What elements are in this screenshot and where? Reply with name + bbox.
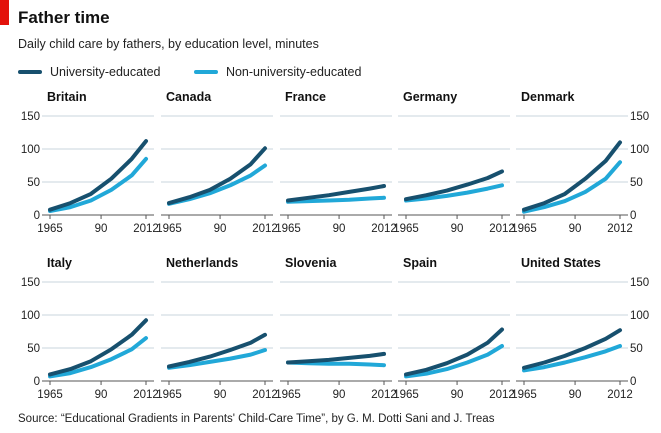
x-tick-label-france-1: 90	[333, 223, 346, 235]
series-line-university-netherlands	[167, 332, 267, 369]
x-tick-label-denmark-0: 1965	[511, 223, 537, 235]
x-tick-label-netherlands-1: 90	[214, 389, 227, 401]
x-tick-label-italy-0: 1965	[37, 389, 63, 401]
series-line-non-university-italy	[48, 336, 148, 379]
x-tick-label-netherlands-0: 1965	[156, 389, 182, 401]
x-tick-label-united-states-0: 1965	[511, 389, 537, 401]
y-tick-label-united-states-50: 50	[630, 343, 643, 355]
x-tick-label-united-states-1: 90	[569, 389, 582, 401]
x-tick-label-spain-2: 2012	[489, 389, 515, 401]
series-line-non-university-spain	[404, 344, 504, 379]
y-tick-label-united-states-150: 150	[630, 277, 649, 289]
x-tick-label-slovenia-0: 1965	[275, 389, 301, 401]
y-tick-label-britain-100: 100	[21, 144, 40, 156]
panel-title-netherlands: Netherlands	[166, 256, 238, 270]
series-line-university-britain	[48, 139, 148, 212]
legend-item-non-university: Non-university-educated	[193, 65, 362, 79]
chart-subtitle: Daily child care by fathers, by educatio…	[18, 37, 319, 51]
x-tick-label-france-0: 1965	[275, 223, 301, 235]
series-line-non-university-germany	[404, 183, 504, 203]
series-line-non-university-united-states	[522, 344, 622, 373]
series-line-university-united-states	[522, 328, 622, 370]
x-tick-label-canada-2: 2012	[252, 223, 278, 235]
y-tick-label-italy-0: 0	[34, 376, 40, 388]
x-tick-label-spain-1: 90	[451, 389, 464, 401]
x-tick-label-denmark-2: 2012	[607, 223, 633, 235]
legend-label-non-university: Non-university-educated	[225, 65, 362, 79]
legend-label-university: University-educated	[50, 65, 161, 79]
brand-tag	[0, 0, 9, 25]
series-line-university-slovenia	[286, 351, 386, 365]
x-tick-label-britain-0: 1965	[37, 223, 63, 235]
panel-title-britain: Britain	[47, 90, 87, 104]
series-line-university-spain	[404, 327, 504, 377]
x-tick-label-slovenia-1: 90	[333, 389, 346, 401]
y-tick-label-united-states-100: 100	[630, 310, 649, 322]
legend-item-university: University-educated	[18, 65, 160, 79]
legend: University-educated Non-university-educa…	[18, 63, 391, 79]
y-tick-label-britain-50: 50	[27, 177, 40, 189]
y-tick-label-denmark-50: 50	[630, 177, 643, 189]
series-line-non-university-netherlands	[167, 348, 267, 370]
y-tick-label-denmark-100: 100	[630, 144, 649, 156]
x-tick-label-germany-1: 90	[451, 223, 464, 235]
legend-swatch-non-university	[193, 70, 218, 74]
x-tick-label-spain-0: 1965	[393, 389, 419, 401]
panel-title-united-states: United States	[521, 256, 601, 270]
panel-title-spain: Spain	[403, 256, 437, 270]
series-line-non-university-denmark	[522, 160, 622, 214]
x-tick-label-italy-2: 2012	[133, 389, 159, 401]
panel-title-italy: Italy	[47, 256, 72, 270]
x-tick-label-canada-1: 90	[214, 223, 227, 235]
panel-title-france: France	[285, 90, 326, 104]
series-line-university-france	[286, 184, 386, 203]
chart-title: Father time	[18, 8, 110, 27]
y-tick-label-denmark-150: 150	[630, 111, 649, 123]
panel-title-canada: Canada	[166, 90, 212, 104]
x-tick-label-slovenia-2: 2012	[371, 389, 397, 401]
x-tick-label-germany-2: 2012	[489, 223, 515, 235]
source-note: Source: “Educational Gradients in Parent…	[18, 413, 495, 425]
x-tick-label-denmark-1: 90	[569, 223, 582, 235]
panel-title-slovenia: Slovenia	[285, 256, 337, 270]
panel-title-germany: Germany	[403, 90, 457, 104]
series-line-non-university-britain	[48, 156, 148, 213]
legend-swatch-university	[18, 70, 42, 74]
y-tick-label-britain-150: 150	[21, 111, 40, 123]
x-tick-label-britain-1: 90	[95, 223, 108, 235]
x-tick-label-italy-1: 90	[95, 389, 108, 401]
x-tick-label-germany-0: 1965	[393, 223, 419, 235]
series-line-university-canada	[167, 146, 267, 206]
y-tick-label-united-states-0: 0	[630, 376, 636, 388]
series-line-university-italy	[48, 318, 148, 377]
x-tick-label-canada-0: 1965	[156, 223, 182, 235]
y-tick-label-italy-150: 150	[21, 277, 40, 289]
x-tick-label-united-states-2: 2012	[607, 389, 633, 401]
y-tick-label-britain-0: 0	[34, 210, 40, 222]
series-line-non-university-france	[286, 195, 386, 204]
x-tick-label-france-2: 2012	[371, 223, 397, 235]
y-tick-label-denmark-0: 0	[630, 210, 636, 222]
x-tick-label-netherlands-2: 2012	[252, 389, 278, 401]
series-line-university-germany	[404, 169, 504, 202]
y-tick-label-italy-50: 50	[27, 343, 40, 355]
series-line-university-denmark	[522, 140, 622, 212]
panel-title-denmark: Denmark	[521, 90, 575, 104]
x-tick-label-britain-2: 2012	[133, 223, 159, 235]
y-tick-label-italy-100: 100	[21, 310, 40, 322]
